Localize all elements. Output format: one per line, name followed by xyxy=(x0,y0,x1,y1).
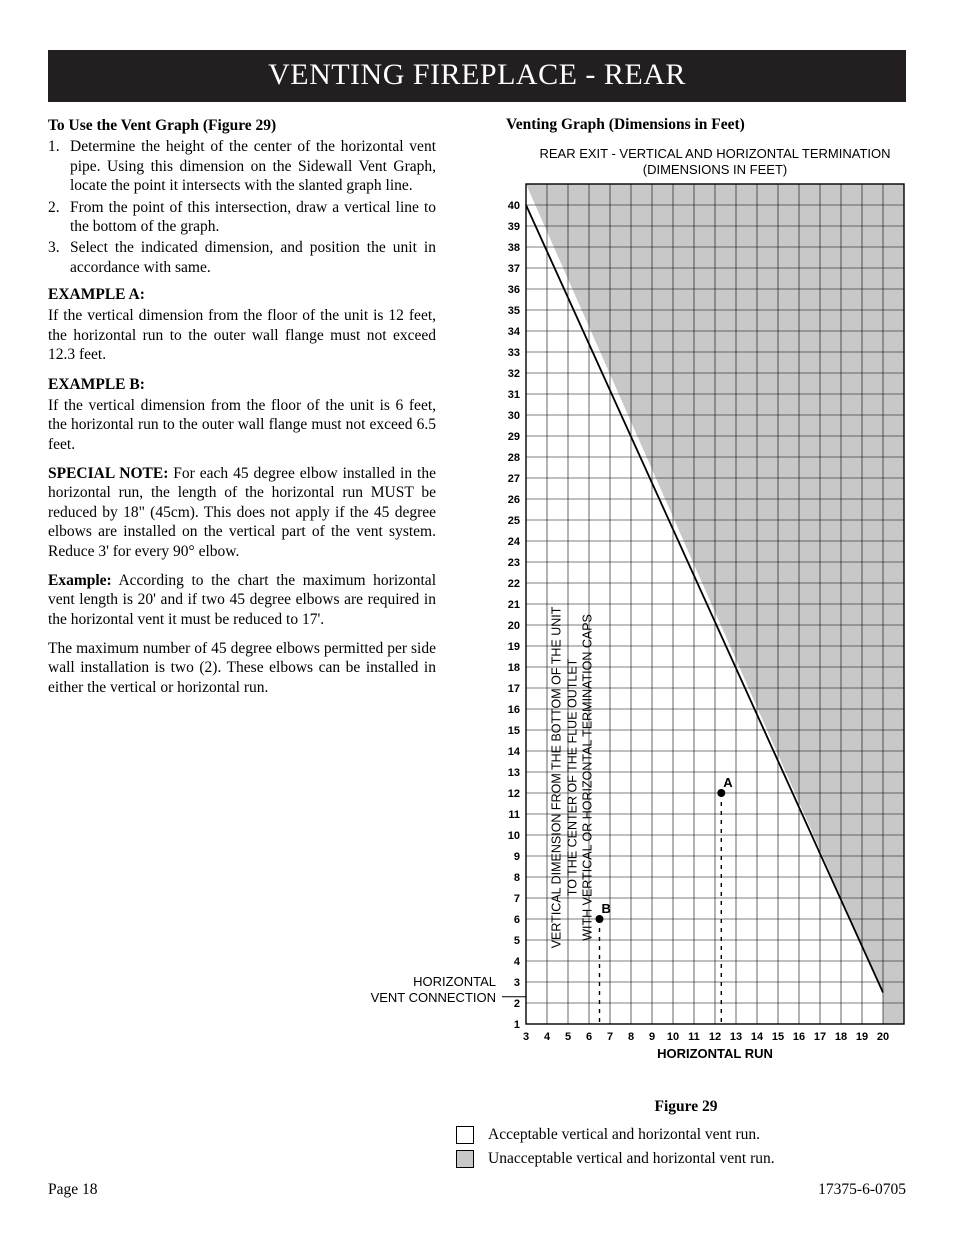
svg-text:32: 32 xyxy=(508,368,520,380)
svg-text:10: 10 xyxy=(508,830,520,842)
svg-text:15: 15 xyxy=(772,1031,784,1043)
svg-text:18: 18 xyxy=(835,1031,847,1043)
page-number: Page 18 xyxy=(48,1181,98,1199)
svg-text:18: 18 xyxy=(508,662,520,674)
svg-text:5: 5 xyxy=(565,1031,571,1043)
svg-text:14: 14 xyxy=(751,1031,764,1043)
svg-text:8: 8 xyxy=(628,1031,634,1043)
legend-unacceptable: Unacceptable vertical and horizontal ven… xyxy=(456,1150,906,1168)
svg-text:26: 26 xyxy=(508,494,520,506)
svg-text:23: 23 xyxy=(508,557,520,569)
example-b-text: If the vertical dimension from the floor… xyxy=(48,396,436,454)
svg-text:11: 11 xyxy=(508,809,520,821)
svg-text:2: 2 xyxy=(514,998,520,1010)
svg-text:12: 12 xyxy=(508,788,520,800)
left-column: To Use the Vent Graph (Figure 29) 1.Dete… xyxy=(48,116,436,1174)
legend-box-unacceptable xyxy=(456,1150,474,1168)
svg-text:37: 37 xyxy=(508,263,520,275)
svg-text:12: 12 xyxy=(709,1031,721,1043)
svg-text:3: 3 xyxy=(514,977,520,989)
vent-chart: REAR EXIT - VERTICAL AND HORIZONTAL TERM… xyxy=(466,144,906,1084)
content-columns: To Use the Vent Graph (Figure 29) 1.Dete… xyxy=(48,116,906,1174)
hvc-label: HORIZONTALVENT CONNECTION xyxy=(336,974,496,1005)
svg-text:20: 20 xyxy=(508,620,520,632)
svg-text:7: 7 xyxy=(607,1031,613,1043)
svg-text:4: 4 xyxy=(544,1031,551,1043)
legend-box-acceptable xyxy=(456,1126,474,1144)
legend-unacceptable-label: Unacceptable vertical and horizontal ven… xyxy=(488,1150,775,1168)
legend-acceptable: Acceptable vertical and horizontal vent … xyxy=(456,1126,906,1144)
right-column: Venting Graph (Dimensions in Feet) REAR … xyxy=(466,116,906,1174)
svg-text:29: 29 xyxy=(508,431,520,443)
svg-text:8: 8 xyxy=(514,872,520,884)
svg-text:13: 13 xyxy=(508,767,520,779)
svg-text:10: 10 xyxy=(667,1031,679,1043)
svg-text:39: 39 xyxy=(508,221,520,233)
doc-number: 17375-6-0705 xyxy=(818,1181,906,1199)
step-item: 3.Select the indicated dimension, and po… xyxy=(48,238,436,277)
svg-text:35: 35 xyxy=(508,305,520,317)
svg-text:34: 34 xyxy=(508,326,521,338)
svg-text:25: 25 xyxy=(508,515,520,527)
example-reduction: Example: According to the chart the maxi… xyxy=(48,571,436,629)
legend-acceptable-label: Acceptable vertical and horizontal vent … xyxy=(488,1126,760,1144)
chart-svg: REAR EXIT - VERTICAL AND HORIZONTAL TERM… xyxy=(466,144,906,1084)
svg-text:38: 38 xyxy=(508,242,520,254)
svg-text:1: 1 xyxy=(514,1019,520,1031)
graph-heading: Venting Graph (Dimensions in Feet) xyxy=(506,116,906,134)
example-b-heading: EXAMPLE B: xyxy=(48,375,436,394)
svg-text:33: 33 xyxy=(508,347,520,359)
steps-list: 1.Determine the height of the center of … xyxy=(48,137,436,277)
svg-text:15: 15 xyxy=(508,725,520,737)
max-elbows-para: The maximum number of 45 degree elbows p… xyxy=(48,639,436,697)
page-title: VENTING FIREPLACE - REAR xyxy=(268,58,686,91)
svg-text:4: 4 xyxy=(514,956,521,968)
svg-text:14: 14 xyxy=(508,746,521,758)
svg-text:9: 9 xyxy=(649,1031,655,1043)
svg-text:3: 3 xyxy=(523,1031,529,1043)
svg-text:17: 17 xyxy=(508,683,520,695)
legend: Acceptable vertical and horizontal vent … xyxy=(456,1126,906,1168)
svg-text:27: 27 xyxy=(508,473,520,485)
step-item: 1.Determine the height of the center of … xyxy=(48,137,436,195)
use-graph-heading: To Use the Vent Graph (Figure 29) xyxy=(48,116,436,135)
svg-text:19: 19 xyxy=(856,1031,868,1043)
page-footer: Page 18 17375-6-0705 xyxy=(48,1181,906,1199)
svg-text:28: 28 xyxy=(508,452,520,464)
svg-text:40: 40 xyxy=(508,200,520,212)
svg-text:HORIZONTAL RUN: HORIZONTAL RUN xyxy=(657,1046,773,1061)
example-a-text: If the vertical dimension from the floor… xyxy=(48,306,436,364)
special-note: SPECIAL NOTE: For each 45 degree elbow i… xyxy=(48,464,436,561)
svg-text:30: 30 xyxy=(508,410,520,422)
svg-text:19: 19 xyxy=(508,641,520,653)
svg-text:B: B xyxy=(602,901,611,916)
svg-text:22: 22 xyxy=(508,578,520,590)
step-item: 2.From the point of this intersection, d… xyxy=(48,198,436,237)
figure-label: Figure 29 xyxy=(466,1098,906,1116)
svg-text:36: 36 xyxy=(508,284,520,296)
svg-text:24: 24 xyxy=(508,536,521,548)
svg-text:13: 13 xyxy=(730,1031,742,1043)
svg-text:11: 11 xyxy=(688,1031,700,1043)
svg-text:6: 6 xyxy=(514,914,520,926)
svg-text:16: 16 xyxy=(508,704,520,716)
svg-text:REAR EXIT - VERTICAL AND HORIZ: REAR EXIT - VERTICAL AND HORIZONTAL TERM… xyxy=(539,146,890,161)
y-axis-labels: VERTICAL DIMENSION FROM THE BOTTOM OF TH… xyxy=(549,607,596,949)
svg-text:20: 20 xyxy=(877,1031,889,1043)
svg-text:17: 17 xyxy=(814,1031,826,1043)
svg-text:9: 9 xyxy=(514,851,520,863)
svg-text:5: 5 xyxy=(514,935,520,947)
example-a-heading: EXAMPLE A: xyxy=(48,285,436,304)
svg-text:(DIMENSIONS IN FEET): (DIMENSIONS IN FEET) xyxy=(643,162,787,177)
svg-text:7: 7 xyxy=(514,893,520,905)
svg-text:31: 31 xyxy=(508,389,520,401)
svg-text:6: 6 xyxy=(586,1031,592,1043)
svg-text:21: 21 xyxy=(508,599,520,611)
svg-text:16: 16 xyxy=(793,1031,805,1043)
page-title-bar: VENTING FIREPLACE - REAR xyxy=(48,50,906,102)
svg-text:A: A xyxy=(723,775,733,790)
